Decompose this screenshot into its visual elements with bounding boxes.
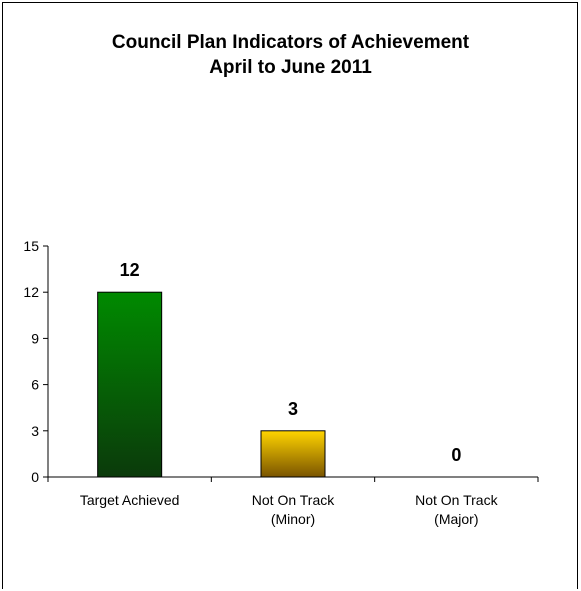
bar [97,291,163,478]
chart-title-line-1: Council Plan Indicators of Achievement [111,32,470,53]
y-tick-label: 6 [31,377,39,393]
category-label: Not On Track (Minor) [252,492,335,527]
data-label: 3 [288,399,298,419]
y-tick-label: 12 [23,284,39,300]
bars [97,291,326,478]
category-label: Target Achieved [80,492,180,508]
y-tick-label: 15 [23,238,39,254]
y-axis: 0 3 6 9 12 15 [23,238,49,485]
chart-title: Council Plan Indicators of Achievement A… [0,30,581,80]
chart-title-line-2: April to June 2011 [209,57,372,78]
data-label: 0 [451,445,461,465]
y-tick-label: 0 [31,469,39,485]
x-axis: Target Achieved Not On Track (Minor) Not On… [47,476,539,527]
category-label: Not On Track (Major) [415,492,498,527]
data-label: 12 [120,260,140,280]
data-labels: 12 3 0 [120,260,462,465]
y-tick-label: 3 [31,423,39,439]
bar [260,430,326,478]
y-tick-label: 9 [31,330,39,346]
